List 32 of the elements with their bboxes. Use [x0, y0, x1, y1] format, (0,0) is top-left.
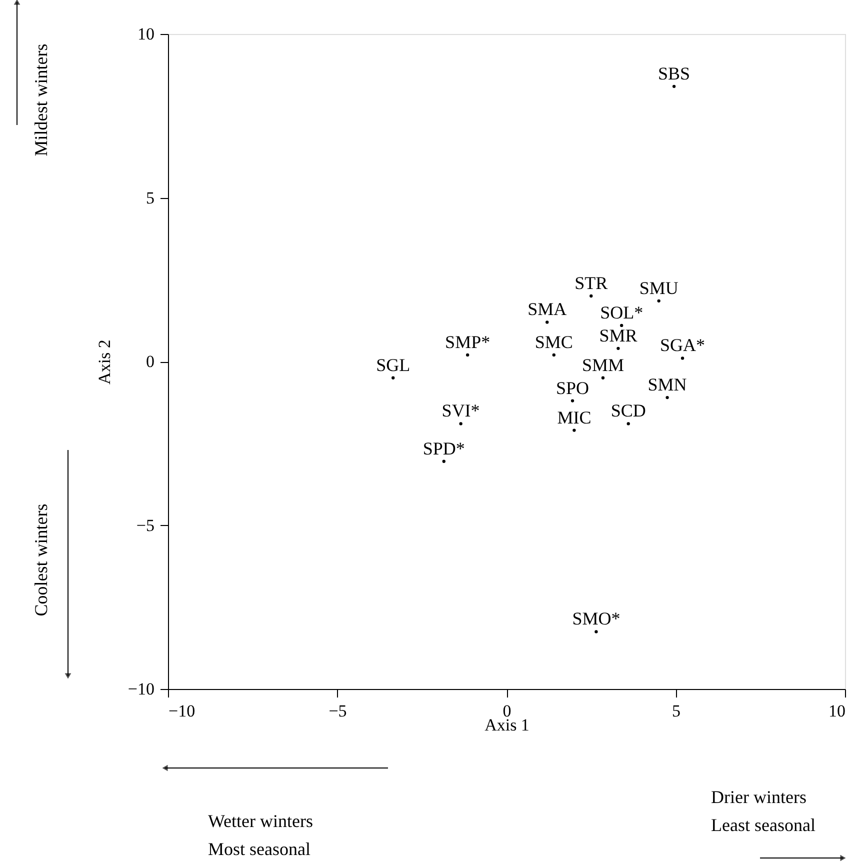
data-label: SMM — [582, 354, 624, 375]
y-axis-title: Axis 2 — [94, 340, 114, 384]
y-tick-label: −5 — [136, 516, 154, 535]
x-tick-label: 10 — [828, 702, 846, 720]
text: Mildest winters — [31, 44, 51, 156]
x-tick-label: −10 — [168, 702, 196, 720]
data-label: SVI* — [442, 400, 480, 421]
data-label: SGL — [376, 354, 410, 375]
data-label: SMU — [639, 278, 678, 298]
text: Coolest winters — [31, 504, 51, 616]
data-label: SPO — [556, 378, 590, 398]
data-label: SMO* — [572, 608, 620, 629]
data-label: SGA* — [660, 335, 706, 356]
y-tick-label: 0 — [146, 352, 154, 371]
data-label: SCD — [610, 400, 646, 421]
y-tick-label: −10 — [128, 680, 154, 698]
data-label: STR — [574, 273, 608, 293]
data-label: SBS — [658, 63, 690, 84]
data-label: SMC — [534, 332, 573, 352]
x-tick-label: −5 — [328, 702, 347, 720]
text: Wetter winters Most seasonal — [208, 811, 314, 859]
text: Drier winters Least seasonal — [711, 787, 816, 835]
data-label: SMA — [528, 299, 567, 320]
data-label: MIC — [557, 407, 592, 428]
data-label: SOL* — [600, 302, 644, 322]
data-label: SMP* — [445, 332, 490, 352]
x-tick-label: 5 — [672, 702, 680, 720]
y-tick-label: 5 — [146, 188, 154, 208]
data-label: SMR — [599, 325, 638, 346]
y-tick-label: 10 — [138, 24, 154, 44]
data-label: SMN — [648, 374, 687, 395]
data-label: SPD* — [422, 438, 465, 458]
